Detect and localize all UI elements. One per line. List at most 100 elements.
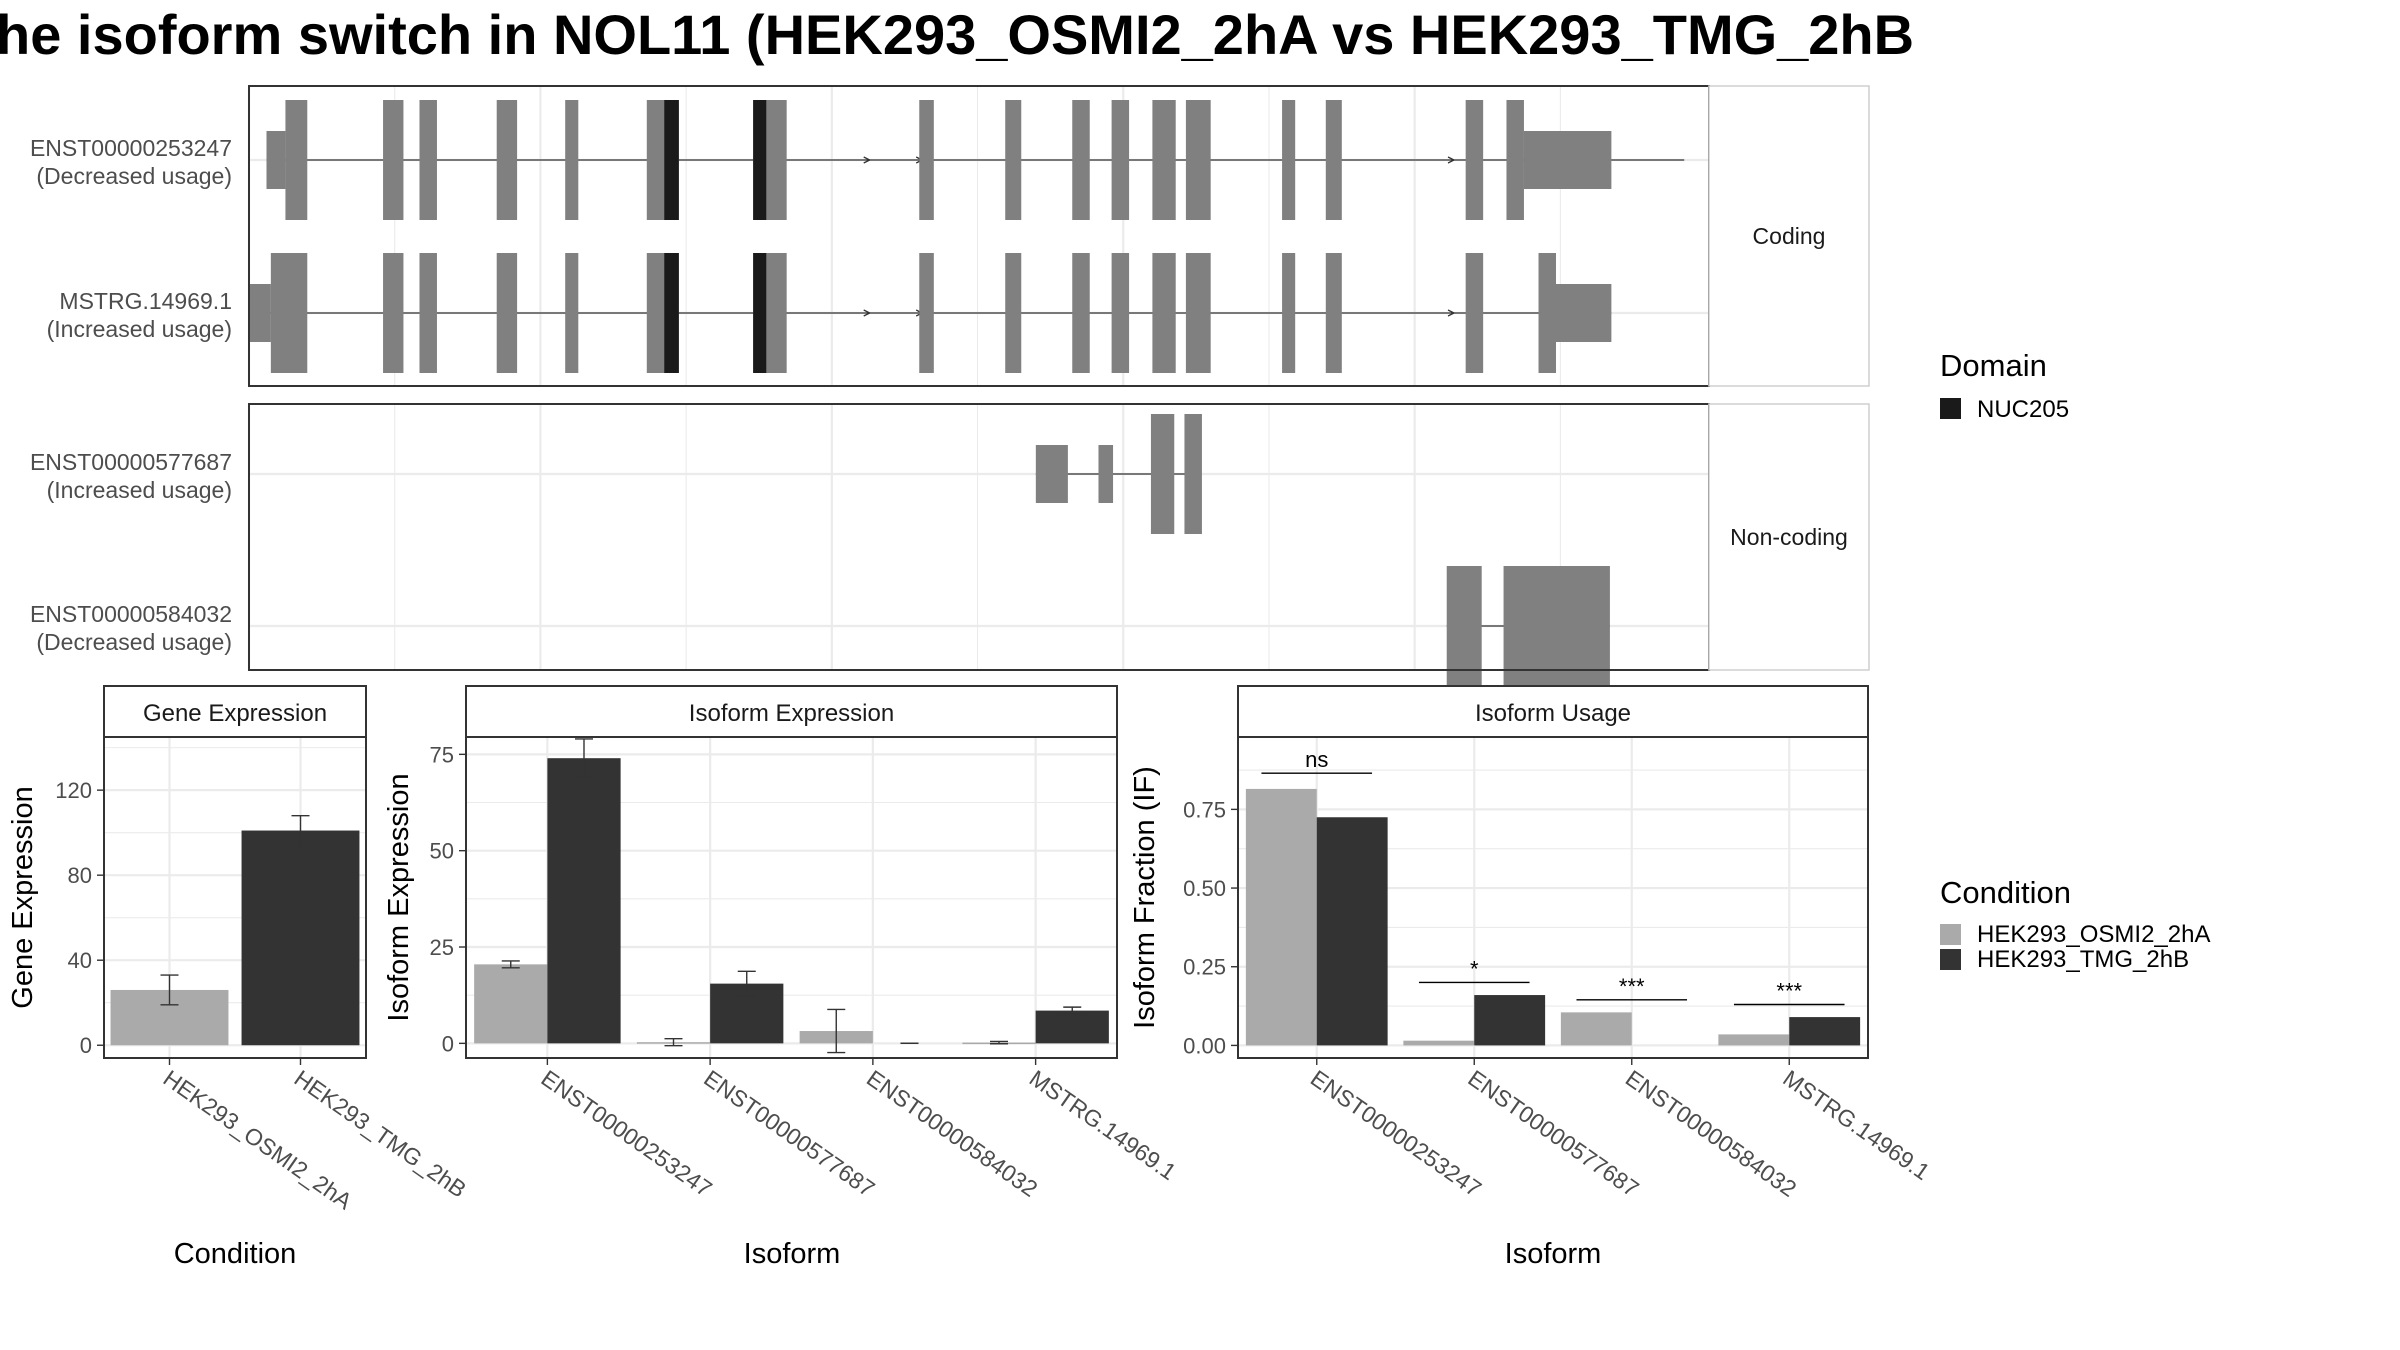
coding-exon <box>1282 253 1296 373</box>
bar <box>1718 1034 1790 1046</box>
bar-panel-1: Isoform Expression 0 25 50 75 Isoform Express… <box>383 685 1181 1270</box>
strand-arrow <box>1447 156 1456 164</box>
transcript-label: MSTRG.14969.1 <box>59 288 232 314</box>
error-bar <box>160 974 179 1006</box>
y-tick-label: 25 <box>430 935 454 960</box>
coding-exon <box>1072 253 1090 373</box>
bar <box>241 830 360 1046</box>
domain-legend-label: NUC205 <box>1977 396 2069 423</box>
error-bar <box>1063 1006 1082 1015</box>
domain-legend-key <box>1940 398 1961 419</box>
nuc205-domain <box>753 100 767 220</box>
strand-arrow <box>863 156 872 164</box>
error-bar <box>737 970 756 997</box>
coding-exon <box>565 100 579 220</box>
coding-exon <box>1465 100 1484 220</box>
x-axis-label: Isoform <box>744 1238 841 1270</box>
strand-arrow <box>1447 309 1456 317</box>
coding-exon <box>1282 100 1296 220</box>
y-tick-label: 0.75 <box>1183 797 1226 822</box>
y-tick-label: 80 <box>68 863 92 888</box>
utr-exon <box>1098 445 1114 503</box>
transcript-row: ENST00000253247(Decreased usage) <box>30 100 1685 220</box>
coding-exon <box>1005 100 1022 220</box>
coding-exon <box>565 253 579 373</box>
nuc205-domain <box>753 253 767 373</box>
bar <box>1789 1017 1861 1046</box>
y-tick-label: 0 <box>80 1033 92 1058</box>
coding-exon <box>1503 566 1610 686</box>
x-tick-label: ENST00000584032 <box>1621 1065 1801 1202</box>
x-tick-label: MSTRG.14969.1 <box>1025 1065 1181 1185</box>
coding-exon <box>1185 253 1211 373</box>
y-axis-label: Isoform Fraction (IF) <box>1129 766 1161 1029</box>
coding-exon <box>1185 100 1211 220</box>
facet-panel-background <box>249 86 1709 386</box>
facet-strip <box>1708 85 1870 387</box>
coding-exon <box>419 253 437 373</box>
utr-exon <box>1523 131 1612 189</box>
error-bar <box>291 814 310 847</box>
transcript-facet-0: ENST00000253247(Decreased usage) MSTRG.14… <box>30 85 1870 387</box>
x-tick-label: ENST00000577687 <box>1463 1065 1643 1202</box>
x-axis-label: Isoform <box>1505 1238 1602 1270</box>
facet-strip-label: Coding <box>1753 223 1826 249</box>
panel-strip <box>465 685 1118 738</box>
condition-legend-label: HEK293_TMG_2hB <box>1977 946 2189 973</box>
panel-title: Isoform Usage <box>1475 700 1631 727</box>
nuc205-domain <box>664 253 679 373</box>
coding-exon <box>1150 414 1175 534</box>
transcript-row: ENST00000577687(Increased usage) <box>30 414 1202 534</box>
y-tick-label: 50 <box>430 839 454 864</box>
error-bar <box>574 738 593 779</box>
coding-exon <box>1111 253 1130 373</box>
y-tick-label: 40 <box>68 948 92 973</box>
coding-exon <box>496 100 518 220</box>
condition-legend-key <box>1940 949 1961 970</box>
condition-legend-key <box>1940 924 1961 945</box>
nuc205-domain <box>664 100 679 220</box>
bar <box>1474 995 1546 1046</box>
bar <box>474 964 548 1044</box>
bar <box>547 758 621 1044</box>
coding-exon <box>1506 100 1524 220</box>
transcript-row: MSTRG.14969.1(Increased usage) <box>47 253 1612 373</box>
coding-exon <box>1072 100 1090 220</box>
coding-exon <box>1465 253 1484 373</box>
transcript-structure-plot: ENST00000253247(Decreased usage)MSTRG.14… <box>30 85 1870 686</box>
error-bar <box>827 1008 846 1054</box>
bar <box>1403 1040 1475 1046</box>
figure-title: he isoform switch in NOL11 (HEK293_OSMI2… <box>0 3 1914 66</box>
transcript-usage-label: (Decreased usage) <box>36 629 232 655</box>
panel-title: Isoform Expression <box>689 700 894 727</box>
utr-exon <box>1035 445 1068 503</box>
transcript-row: ENST00000584032(Decreased usage) <box>30 566 1610 686</box>
coding-exon <box>1446 566 1482 686</box>
transcript-label: ENST00000584032 <box>30 601 232 627</box>
significance-label: * <box>1470 956 1479 981</box>
y-tick-label: 0 <box>442 1031 454 1056</box>
x-tick-label: ENST00000253247 <box>537 1065 717 1202</box>
transcript-label: ENST00000253247 <box>30 135 232 161</box>
coding-exon <box>270 253 308 373</box>
coding-exon <box>1152 253 1176 373</box>
coding-exon <box>419 100 437 220</box>
transcript-usage-label: (Increased usage) <box>47 477 232 503</box>
error-bar <box>990 1040 1009 1045</box>
error-bar <box>501 960 520 969</box>
coding-exon <box>1538 253 1557 373</box>
x-tick-label: MSTRG.14969.1 <box>1778 1065 1934 1185</box>
x-tick-label: ENST00000584032 <box>862 1065 1042 1202</box>
transcript-usage-label: (Decreased usage) <box>36 163 232 189</box>
condition-legend-title: Condition <box>1940 875 2071 910</box>
facet-strip <box>1708 403 1870 671</box>
bar <box>1035 1010 1109 1044</box>
significance-label: *** <box>1619 974 1645 999</box>
y-axis-label: Isoform Expression <box>383 773 415 1021</box>
bar <box>1245 788 1317 1046</box>
coding-exon <box>496 253 518 373</box>
x-tick-label: ENST00000253247 <box>1306 1065 1486 1202</box>
coding-exon <box>383 253 404 373</box>
legends: Domain NUC205 Condition HEK293_OSMI2_2hAHEK… <box>1940 348 2210 973</box>
